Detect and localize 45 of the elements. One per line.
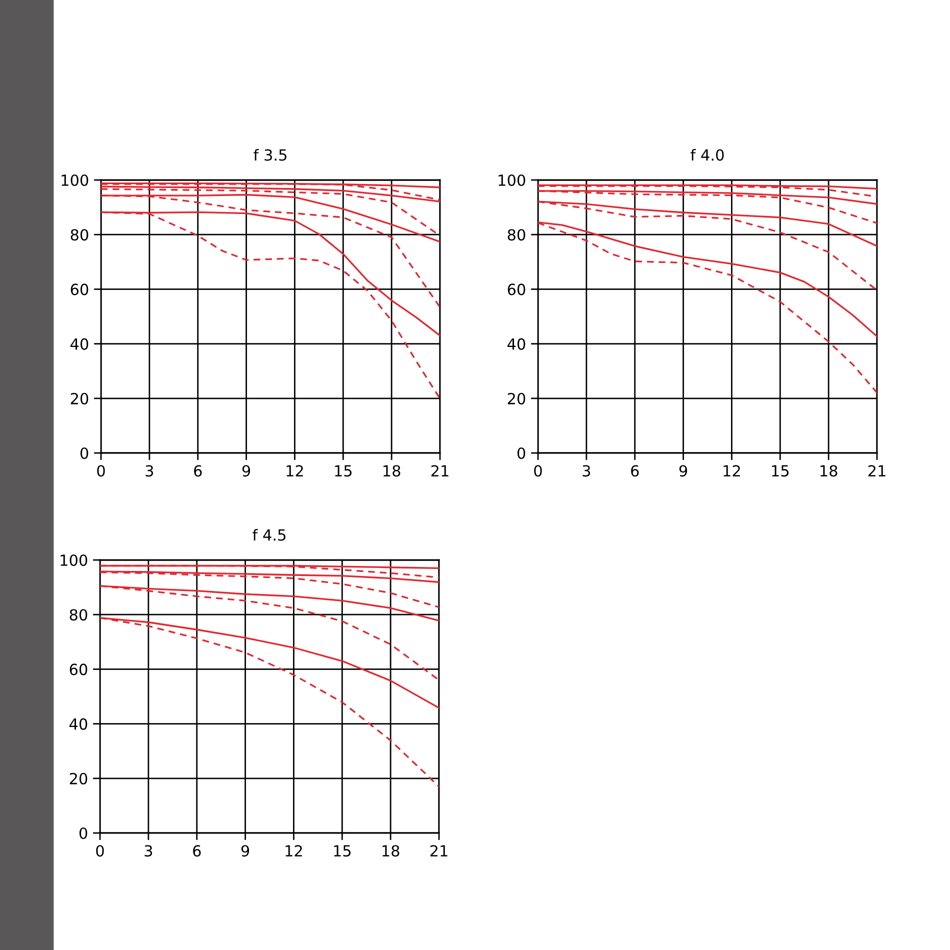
x-tick-label: 6	[193, 845, 201, 857]
y-tick-label: 100	[498, 174, 526, 186]
chart-title: f 4.0	[690, 148, 724, 161]
x-tick-label: 21	[430, 845, 448, 856]
x-tick-label: 18	[820, 465, 838, 477]
y-tick-label: 80	[508, 229, 526, 241]
chart-title: f 3.5	[254, 148, 286, 161]
y-tick-label: 40	[70, 338, 88, 350]
y-tick-label: 80	[70, 609, 88, 621]
x-tick-label: 15	[335, 465, 352, 477]
y-tick-label: 40	[70, 718, 88, 730]
x-tick-label: 21	[868, 465, 886, 476]
x-tick-label: 12	[286, 845, 302, 856]
x-tick-label: 6	[631, 465, 639, 477]
y-tick-label: 0	[80, 447, 88, 460]
y-tick-label: 40	[508, 338, 526, 350]
y-tick-label: 80	[70, 229, 88, 241]
y-tick-label: 60	[70, 664, 88, 676]
y-tick-label: 100	[60, 554, 88, 566]
x-tick-label: 0	[96, 845, 104, 857]
x-tick-label: 18	[384, 465, 400, 477]
x-tick-label: 9	[242, 465, 250, 477]
x-tick-label: 9	[679, 465, 688, 477]
y-tick-label: 60	[508, 284, 526, 296]
x-tick-label: 9	[241, 845, 250, 857]
x-tick-label: 12	[286, 465, 303, 476]
x-tick-label: 12	[724, 465, 740, 476]
x-tick-label: 3	[144, 845, 152, 857]
y-tick-label: 20	[508, 392, 526, 404]
y-tick-label: 0	[517, 447, 526, 460]
y-tick-label: 100	[62, 174, 88, 186]
y-tick-label: 0	[79, 827, 88, 840]
y-tick-label: 60	[70, 284, 88, 296]
x-tick-label: 18	[382, 845, 400, 857]
chart-title: f 4.5	[252, 528, 286, 541]
x-tick-label: 3	[582, 465, 590, 477]
x-tick-label: 21	[431, 465, 448, 476]
x-tick-label: 15	[334, 845, 351, 857]
x-tick-label: 6	[194, 465, 202, 477]
x-tick-label: 15	[772, 465, 789, 477]
y-tick-label: 20	[70, 772, 88, 784]
x-tick-label: 3	[146, 465, 154, 477]
y-tick-label: 20	[70, 392, 88, 404]
x-tick-label: 0	[534, 465, 542, 477]
x-tick-label: 0	[97, 465, 105, 477]
